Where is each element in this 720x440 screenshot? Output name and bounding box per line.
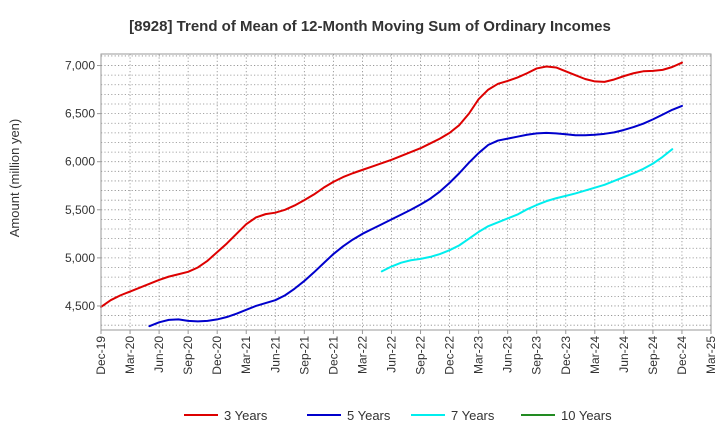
x-tick-label: Jun-24 xyxy=(617,336,631,373)
legend-item-7-years: 7 Years xyxy=(411,408,495,423)
x-tick-label: Dec-21 xyxy=(326,336,340,375)
y-axis-label: Amount (million yen) xyxy=(7,119,22,238)
legend-item-5-years: 5 Years xyxy=(307,408,391,423)
grid-layer xyxy=(101,54,711,330)
x-tick-label: Jun-22 xyxy=(384,336,398,373)
x-tick-label: Jun-23 xyxy=(501,336,515,373)
x-tick-label: Sep-24 xyxy=(646,336,660,375)
y-tick-label: 7,000 xyxy=(65,59,95,73)
x-tick-label: Sep-22 xyxy=(414,336,428,375)
x-tick-label: Sep-20 xyxy=(181,336,195,375)
x-tick-label: Sep-23 xyxy=(530,336,544,375)
x-tick-label: Mar-25 xyxy=(704,336,718,374)
series-layer xyxy=(100,61,683,328)
series-line-5-years xyxy=(148,104,683,328)
legend: 3 Years 5 Years 7 Years 10 Years xyxy=(184,408,612,423)
y-tick-label: 4,500 xyxy=(65,299,95,313)
series-line-3-years xyxy=(100,61,683,308)
legend-label: 5 Years xyxy=(347,408,391,423)
x-tick-label: Dec-19 xyxy=(94,336,108,375)
y-tick-label: 5,000 xyxy=(65,251,95,265)
plot-frame xyxy=(100,53,712,331)
x-tick-label: Jun-21 xyxy=(268,336,282,373)
x-tick-label: Dec-24 xyxy=(675,336,689,375)
x-tick-layer: Dec-19 Mar-20 Jun-20 Sep-20 Dec-20 Mar-21 Jun-… xyxy=(94,330,718,375)
y-tick-label: 6,000 xyxy=(65,155,95,169)
x-tick-label: Dec-20 xyxy=(210,336,224,375)
x-tick-label: Mar-24 xyxy=(588,336,602,374)
x-tick-label: Dec-22 xyxy=(443,336,457,375)
y-tick-label: 5,500 xyxy=(65,203,95,217)
x-tick-label: Mar-21 xyxy=(239,336,253,374)
legend-item-3-years: 3 Years xyxy=(184,408,268,423)
x-tick-label: Mar-20 xyxy=(123,336,137,374)
series-line-7-years xyxy=(380,148,674,273)
legend-label: 10 Years xyxy=(561,408,612,423)
chart-title: [8928] Trend of Mean of 12-Month Moving … xyxy=(129,18,611,35)
x-tick-label: Mar-22 xyxy=(355,336,369,374)
x-tick-label: Mar-23 xyxy=(472,336,486,374)
legend-item-10-years: 10 Years xyxy=(521,408,612,423)
x-tick-label: Jun-20 xyxy=(152,336,166,373)
x-tick-label: Dec-23 xyxy=(559,336,573,375)
x-tick-label: Sep-21 xyxy=(297,336,311,375)
legend-label: 3 Years xyxy=(224,408,268,423)
y-tick-label: 6,500 xyxy=(65,107,95,121)
y-tick-layer: 4,500 5,000 5,500 6,000 6,500 7,000 xyxy=(65,59,101,313)
legend-label: 7 Years xyxy=(451,408,495,423)
